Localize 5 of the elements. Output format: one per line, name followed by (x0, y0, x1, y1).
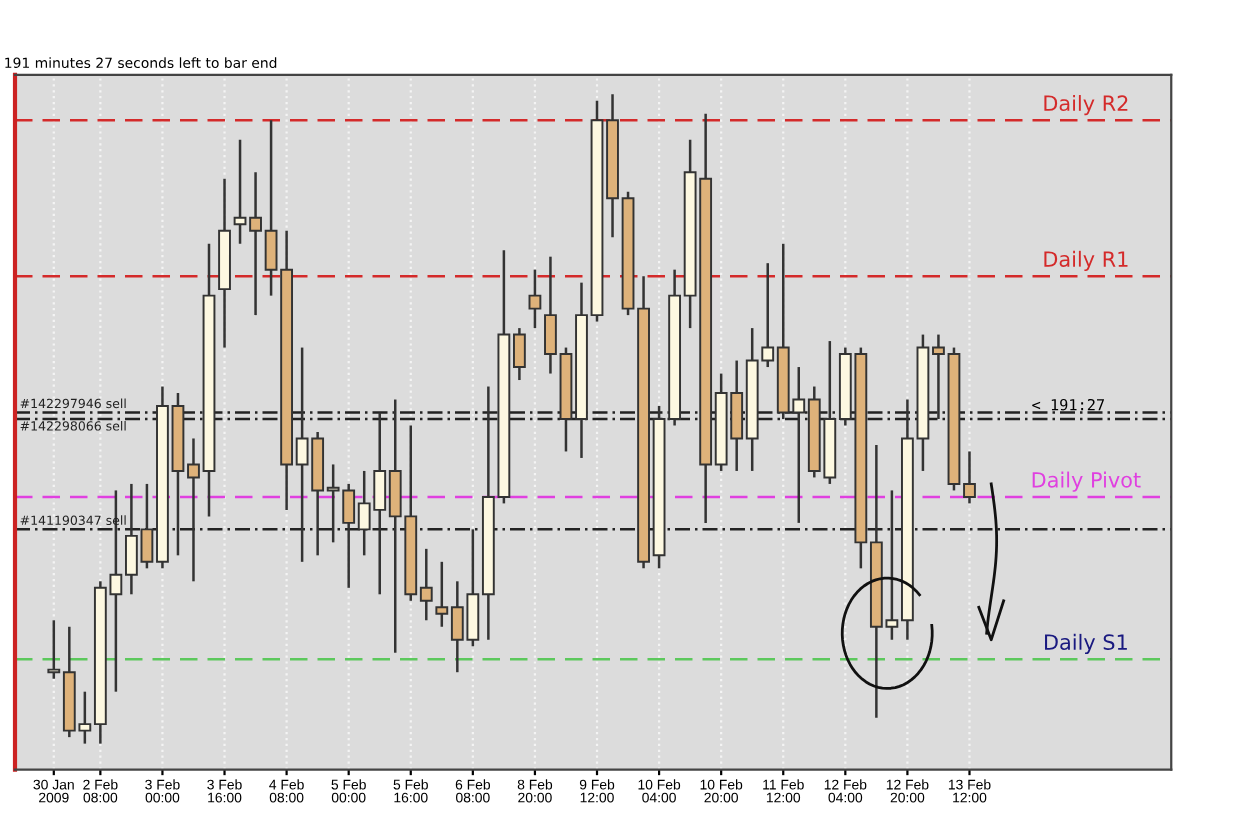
ref-line-label: Daily S1 (1045, 633, 1127, 655)
candlestick (528, 268, 542, 330)
ref-line-label: Daily R1 (1044, 250, 1128, 271)
ref-line-label: Daily Pivot (1032, 471, 1141, 492)
ref-line-label: Daily R2 (1044, 94, 1128, 116)
